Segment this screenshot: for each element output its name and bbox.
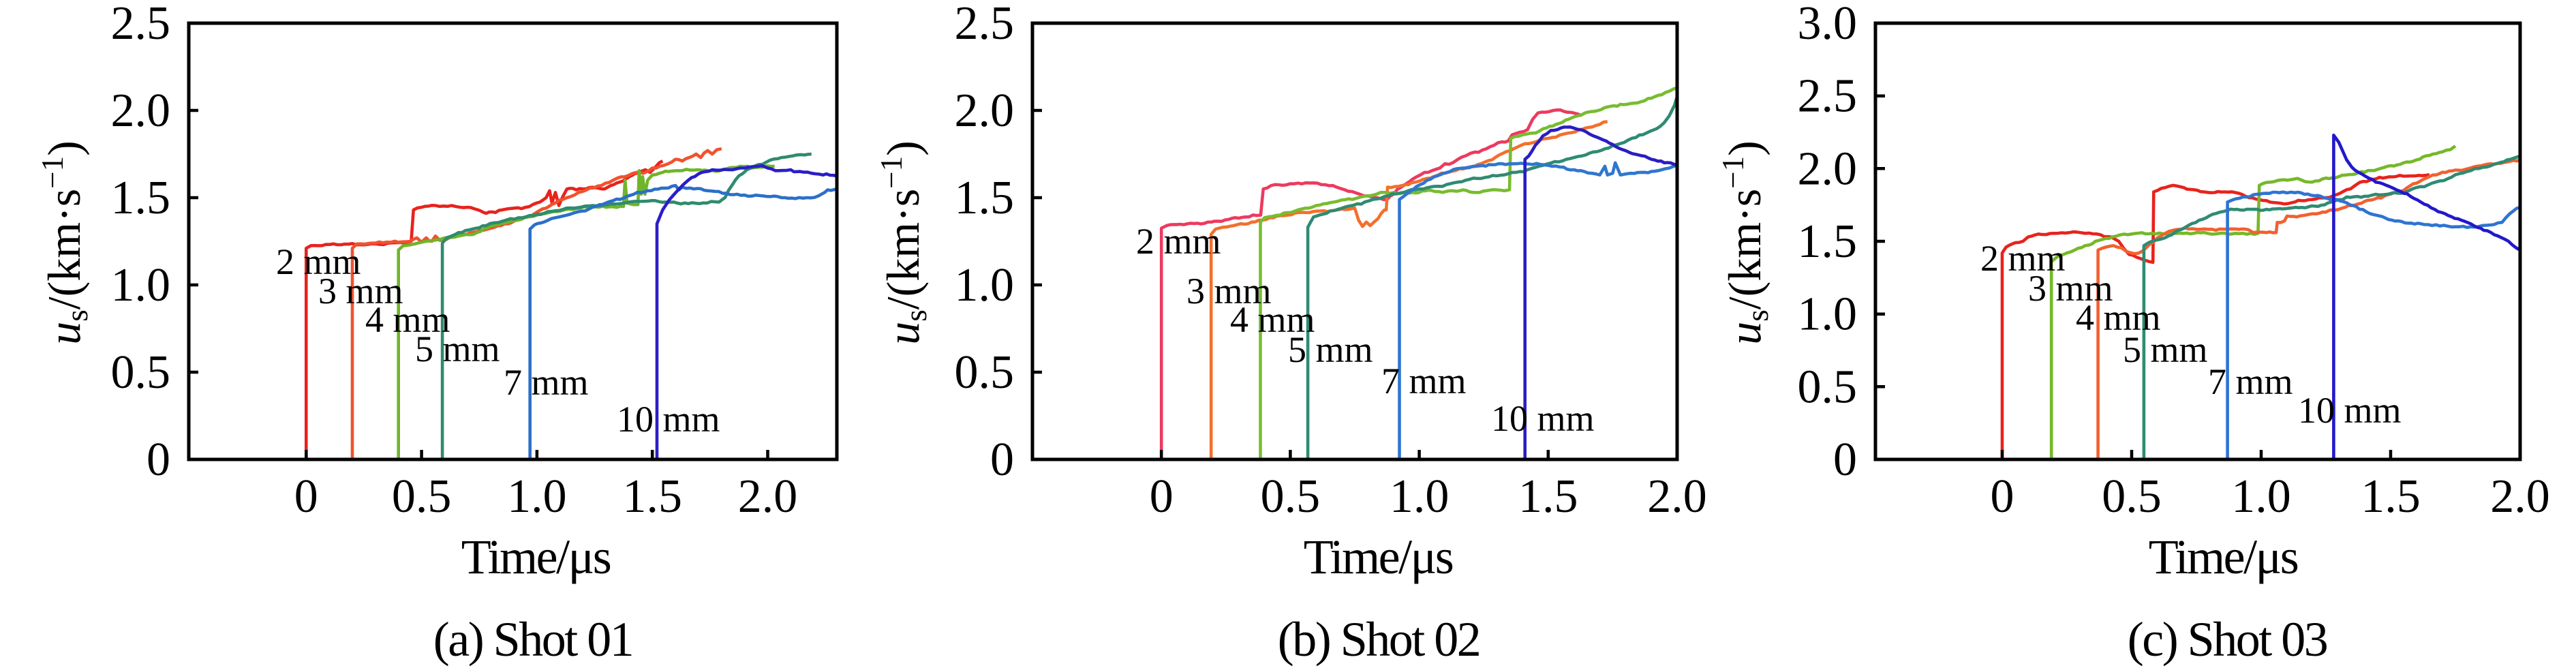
svg-text:3 mm: 3 mm bbox=[1186, 271, 1272, 312]
svg-text:0.5: 0.5 bbox=[2102, 470, 2162, 523]
svg-text:2.0: 2.0 bbox=[955, 85, 1015, 137]
svg-text:1.5: 1.5 bbox=[111, 172, 171, 224]
svg-text:1.5: 1.5 bbox=[955, 172, 1015, 224]
svg-text:0.5: 0.5 bbox=[1261, 470, 1321, 523]
svg-text:1.0: 1.0 bbox=[507, 470, 567, 523]
svg-text:2 mm: 2 mm bbox=[1136, 221, 1221, 262]
svg-text:1.5: 1.5 bbox=[1518, 470, 1578, 523]
svg-text:3 mm: 3 mm bbox=[2028, 268, 2113, 309]
svg-text:2.5: 2.5 bbox=[1798, 70, 1858, 123]
svg-text:1.0: 1.0 bbox=[1390, 470, 1450, 523]
svg-text:Time/μs: Time/μs bbox=[2149, 530, 2298, 584]
svg-text:0: 0 bbox=[1833, 434, 1857, 486]
svg-text:2.0: 2.0 bbox=[738, 470, 798, 523]
svg-text:0: 0 bbox=[294, 470, 318, 523]
svg-text:10 mm: 10 mm bbox=[617, 399, 720, 440]
svg-text:us/(km·s−1): us/(km·s−1) bbox=[874, 140, 933, 345]
svg-text:2.0: 2.0 bbox=[2490, 470, 2550, 523]
svg-text:5 mm: 5 mm bbox=[415, 329, 500, 369]
svg-text:(c) Shot 03: (c) Shot 03 bbox=[2128, 612, 2327, 667]
svg-text:0: 0 bbox=[147, 434, 170, 486]
svg-text:2 mm: 2 mm bbox=[1980, 238, 2066, 279]
svg-text:1.5: 1.5 bbox=[1798, 215, 1858, 268]
svg-text:2.0: 2.0 bbox=[1798, 142, 1858, 195]
svg-text:(a) Shot 01: (a) Shot 01 bbox=[433, 612, 632, 667]
svg-text:1.0: 1.0 bbox=[2231, 470, 2291, 523]
svg-text:2.0: 2.0 bbox=[1647, 470, 1707, 523]
svg-text:4 mm: 4 mm bbox=[365, 299, 450, 340]
svg-text:3 mm: 3 mm bbox=[318, 271, 403, 312]
svg-text:0.5: 0.5 bbox=[955, 346, 1015, 399]
svg-text:7 mm: 7 mm bbox=[2208, 361, 2293, 402]
svg-text:0.5: 0.5 bbox=[392, 470, 452, 523]
svg-text:5 mm: 5 mm bbox=[1288, 329, 1373, 370]
svg-text:10 mm: 10 mm bbox=[2298, 390, 2402, 431]
svg-text:us/(km·s−1): us/(km·s−1) bbox=[35, 140, 94, 345]
svg-text:2.5: 2.5 bbox=[111, 0, 171, 50]
svg-text:Time/μs: Time/μs bbox=[461, 530, 611, 584]
svg-text:3.0: 3.0 bbox=[1798, 0, 1858, 50]
svg-text:(b) Shot 02: (b) Shot 02 bbox=[1278, 612, 1480, 667]
svg-text:5 mm: 5 mm bbox=[2123, 329, 2208, 370]
svg-text:1.0: 1.0 bbox=[111, 259, 171, 312]
svg-text:10 mm: 10 mm bbox=[1491, 398, 1595, 439]
svg-text:0.5: 0.5 bbox=[1798, 361, 1858, 413]
svg-text:0: 0 bbox=[990, 434, 1014, 486]
svg-text:1.5: 1.5 bbox=[622, 470, 682, 523]
svg-text:0.5: 0.5 bbox=[111, 346, 171, 399]
svg-text:7 mm: 7 mm bbox=[1381, 361, 1467, 401]
svg-text:2 mm: 2 mm bbox=[276, 241, 361, 282]
svg-text:2.5: 2.5 bbox=[955, 0, 1015, 50]
svg-text:us/(km·s−1): us/(km·s−1) bbox=[1716, 140, 1775, 345]
svg-text:7 mm: 7 mm bbox=[504, 362, 589, 403]
svg-text:1.5: 1.5 bbox=[2361, 470, 2421, 523]
svg-text:4 mm: 4 mm bbox=[1230, 299, 1315, 340]
svg-text:1.0: 1.0 bbox=[955, 259, 1015, 312]
svg-text:0: 0 bbox=[1150, 470, 1174, 523]
svg-text:Time/μs: Time/μs bbox=[1304, 530, 1453, 584]
svg-text:4 mm: 4 mm bbox=[2076, 297, 2161, 338]
svg-text:2.0: 2.0 bbox=[111, 85, 171, 137]
svg-text:0: 0 bbox=[1991, 470, 2014, 523]
svg-text:1.0: 1.0 bbox=[1798, 288, 1858, 341]
